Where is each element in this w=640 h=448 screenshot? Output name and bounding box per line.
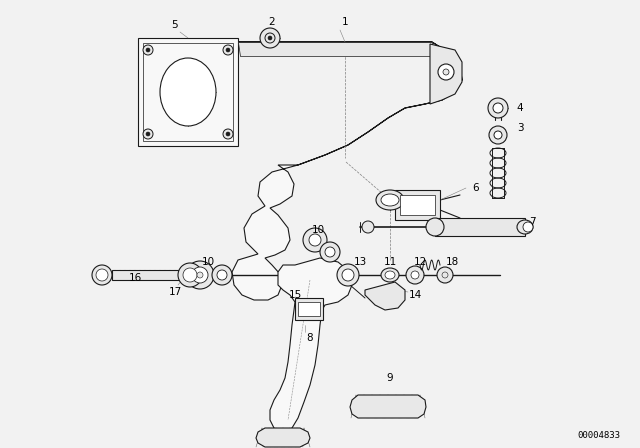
Text: 14: 14 [408,290,422,300]
Text: 4: 4 [516,103,524,113]
Bar [298,302,320,316]
Circle shape [325,247,335,257]
Text: 15: 15 [289,290,301,300]
Polygon shape [232,42,462,300]
Text: 9: 9 [387,373,394,383]
Circle shape [92,265,112,285]
Circle shape [146,48,150,52]
Text: 8: 8 [307,333,314,343]
Circle shape [146,132,150,136]
Ellipse shape [426,218,444,236]
Circle shape [362,221,374,233]
Bar [112,270,187,280]
Circle shape [488,98,508,118]
Bar [395,190,440,220]
Circle shape [226,132,230,136]
Circle shape [197,272,203,278]
Bar [400,195,435,215]
Text: 16: 16 [129,273,141,283]
Bar [435,218,525,236]
Text: 12: 12 [413,257,427,267]
Circle shape [494,131,502,139]
Circle shape [443,69,449,75]
Bar [295,298,323,320]
Circle shape [192,267,208,283]
Circle shape [342,269,354,281]
Circle shape [406,266,424,284]
Ellipse shape [381,194,399,206]
Polygon shape [430,44,462,104]
Circle shape [337,264,359,286]
Circle shape [186,261,214,289]
Text: 5: 5 [172,20,179,30]
Circle shape [260,28,280,48]
Ellipse shape [523,222,533,232]
Text: 18: 18 [445,257,459,267]
Bar [138,38,238,146]
Text: 3: 3 [516,123,524,133]
Ellipse shape [376,190,404,210]
Circle shape [320,242,340,262]
Circle shape [96,269,108,281]
Ellipse shape [381,268,399,282]
Polygon shape [350,395,426,418]
Circle shape [178,263,202,287]
Polygon shape [238,42,432,56]
Polygon shape [256,428,310,447]
Text: 10: 10 [202,257,214,267]
Circle shape [212,265,232,285]
Text: 1: 1 [342,17,348,27]
Polygon shape [270,258,352,432]
Circle shape [303,228,327,252]
Circle shape [411,271,419,279]
Circle shape [268,36,272,40]
Text: 11: 11 [383,257,397,267]
Circle shape [183,268,197,282]
Circle shape [489,126,507,144]
Text: 6: 6 [473,183,479,193]
Ellipse shape [385,271,395,279]
Text: 10: 10 [312,225,324,235]
Bar [143,43,233,141]
Text: 2: 2 [269,17,275,27]
Circle shape [438,64,454,80]
Polygon shape [365,282,405,310]
Circle shape [437,267,453,283]
Text: 17: 17 [168,287,182,297]
Circle shape [442,272,448,278]
Text: 13: 13 [353,257,367,267]
Circle shape [309,234,321,246]
Ellipse shape [517,220,533,234]
Ellipse shape [160,58,216,126]
Text: 00004833: 00004833 [577,431,620,439]
Circle shape [493,103,503,113]
Circle shape [226,48,230,52]
Circle shape [143,129,153,139]
Text: 7: 7 [529,217,535,227]
Circle shape [265,33,275,43]
Circle shape [217,270,227,280]
Circle shape [223,129,233,139]
Circle shape [223,45,233,55]
Circle shape [143,45,153,55]
